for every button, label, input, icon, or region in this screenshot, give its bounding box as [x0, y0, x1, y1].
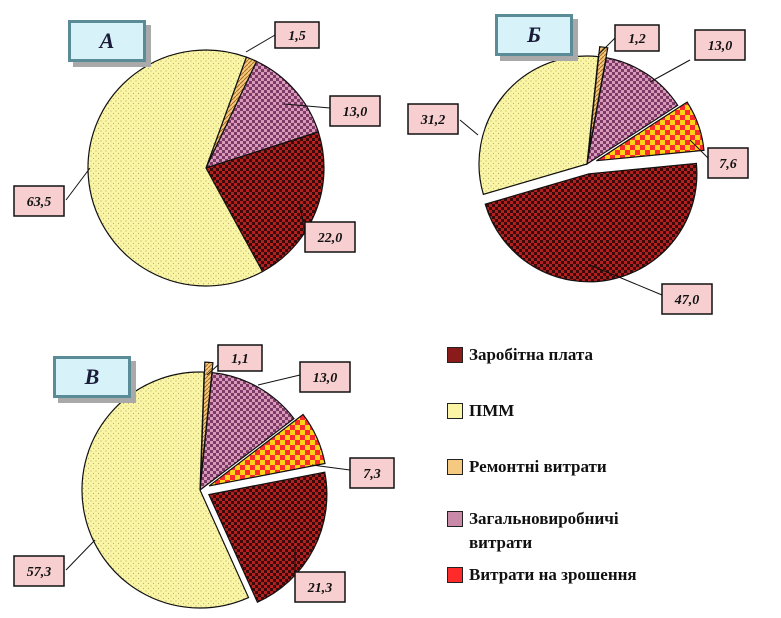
- leader-line-fuel: [459, 119, 479, 136]
- data-label-repair: 1,5: [288, 29, 306, 44]
- legend-label-fuel: ПММ: [469, 401, 515, 420]
- data-label-wages: 21,3: [307, 581, 333, 596]
- legend-label-overhead: Загальновиробничі витрати: [469, 509, 619, 552]
- leader-line-repair: [206, 364, 219, 376]
- pie-slice-overhead: [204, 60, 320, 169]
- chart-b-title: Б: [495, 14, 573, 56]
- leader-line-depreciation: [311, 464, 351, 471]
- data-label-box-fuel: [13, 555, 65, 587]
- legend-item-overhead: Загальновиробничі витрати: [447, 507, 777, 563]
- data-label-fuel: 57,3: [27, 565, 52, 580]
- leader-line-repair: [245, 34, 276, 53]
- data-label-box-wages: [294, 571, 346, 603]
- leader-line-overhead: [649, 59, 691, 83]
- legend-item-depreciation: Витрати на зрошення: [447, 563, 777, 593]
- data-label-overhead: 13,0: [708, 39, 733, 54]
- chart-b-title-text: Б: [527, 22, 541, 47]
- data-label-box-fuel: [13, 185, 65, 217]
- pie-slice-overhead: [586, 57, 679, 166]
- leader-line-fuel: [65, 539, 96, 571]
- legend-swatch-depreciation: [447, 567, 463, 583]
- leader-line-wages: [299, 203, 306, 236]
- data-label-box-depreciation: [707, 147, 749, 179]
- leader-line-repair: [597, 37, 616, 56]
- legend: Заробітна плата ПММ Ремонтні витрати Заг…: [447, 343, 777, 593]
- data-label-box-wages: [661, 283, 713, 315]
- pie-slice-overhead: [199, 371, 295, 492]
- data-label-box-repair: [614, 24, 660, 52]
- pie-chart-2: 47,0 31,2 1,2 13,0 7,6: [407, 24, 749, 315]
- data-label-box-overhead: [299, 361, 351, 393]
- pie-slice-depreciation: [208, 413, 326, 487]
- data-label-overhead: 13,0: [343, 105, 368, 120]
- pie-slice-fuel: [478, 55, 599, 196]
- data-label-box-wages: [304, 221, 356, 253]
- leader-line-overhead: [257, 374, 301, 386]
- pie-slice-fuel: [87, 49, 264, 287]
- pie-slice-wages: [205, 131, 325, 273]
- data-label-fuel: 31,2: [420, 113, 446, 128]
- leader-line-overhead: [283, 103, 331, 109]
- data-label-depreciation: 7,3: [363, 467, 381, 482]
- chart-a-title: А: [68, 20, 146, 62]
- legend-swatch-repair: [447, 459, 463, 475]
- legend-swatch-fuel: [447, 403, 463, 419]
- data-label-repair: 1,2: [628, 32, 646, 47]
- pie-slice-wages: [484, 162, 698, 283]
- legend-label-repair: Ремонтні витрати: [469, 457, 607, 476]
- leader-line-depreciation: [689, 139, 709, 159]
- pie-slice-fuel: [81, 371, 250, 609]
- pie-chart-3: 21,3 57,3 1,1 13,0 7,3: [13, 344, 395, 609]
- data-label-repair: 1,1: [231, 352, 249, 367]
- pie-chart-1: 22,0 63,5 1,5 13,0: [13, 21, 381, 287]
- data-label-box-depreciation: [349, 457, 395, 489]
- chart-c-title: В: [53, 356, 131, 398]
- chart-a-title-text: А: [99, 28, 115, 53]
- pie-slice-depreciation: [596, 101, 705, 162]
- data-label-wages: 47,0: [674, 293, 700, 308]
- legend-label-wages: Заробітна плата: [469, 345, 593, 364]
- data-label-box-overhead: [329, 95, 381, 127]
- legend-swatch-wages: [447, 347, 463, 363]
- data-label-box-fuel: [407, 103, 459, 135]
- data-label-box-overhead: [694, 29, 746, 61]
- legend-swatch-overhead: [447, 511, 463, 527]
- data-label-box-repair: [217, 344, 263, 372]
- leader-line-wages: [589, 264, 663, 296]
- chart-c-title-text: В: [84, 364, 100, 389]
- legend-label-depreciation: Витрати на зрошення: [469, 565, 637, 584]
- pie-slice-wages: [208, 471, 328, 603]
- data-label-depreciation: 7,6: [719, 157, 737, 172]
- legend-item-repair: Ремонтні витрати: [447, 455, 777, 507]
- data-label-fuel: 63,5: [27, 195, 52, 210]
- legend-item-wages: Заробітна плата: [447, 343, 777, 399]
- legend-item-fuel: ПММ: [447, 399, 777, 455]
- data-label-wages: 22,0: [317, 231, 343, 246]
- data-label-box-repair: [274, 21, 320, 49]
- data-label-overhead: 13,0: [313, 371, 338, 386]
- leader-line-fuel: [65, 167, 91, 201]
